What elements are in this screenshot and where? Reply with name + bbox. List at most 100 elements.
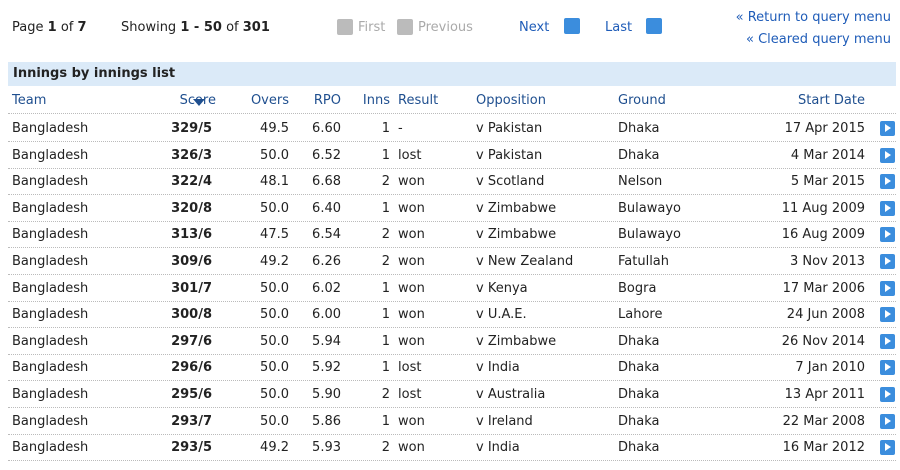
cell: 24 Jun 2008 [786,307,865,323]
link-text: Cleared query menu [758,32,891,47]
cell: 2 [381,227,390,243]
range: 1 - 50 [180,20,222,35]
cell: Bangladesh [12,333,89,349]
cell: 50.0 [260,387,289,402]
cell: 1 [381,307,390,323]
cell: 301/7 [171,280,212,296]
cell: - [398,121,403,136]
cell: 48.1 [260,174,289,190]
cell: 320/8 [171,200,212,216]
row-arrow[interactable] [880,280,895,296]
cell: 300/8 [171,307,212,323]
cleared-link[interactable]: « Cleared query menu [746,32,891,47]
cell: 50.0 [260,200,289,216]
cell: 50.0 [260,360,289,376]
cell: 1 [381,333,390,349]
cell: 6.02 [312,280,341,296]
column-header[interactable]: Overs [250,93,289,108]
column-header[interactable]: Inns [362,93,390,108]
row-line [8,433,896,435]
row-arrow[interactable] [880,440,895,456]
row-arrow[interactable] [880,387,895,402]
cell: lost [398,360,422,376]
cell: Dhaka [618,121,660,136]
cell: 5 Mar 2015 [790,174,865,190]
cell: v U.A.E. [476,307,527,323]
cell: 47.5 [260,227,289,243]
column-header[interactable]: Team [12,93,47,108]
row-line [8,274,896,275]
row-arrow[interactable] [880,227,895,243]
return-link[interactable]: « Return to query menu [735,10,891,25]
cell: Bangladesh [12,200,89,216]
row-line [8,113,896,114]
cell: won [398,174,425,190]
cell: 11 Aug 2009 [781,200,865,216]
cell: Bangladesh [12,307,89,323]
row-arrow[interactable] [880,200,895,216]
row-arrow[interactable] [880,413,895,429]
cell: won [398,254,425,269]
cell: 309/6 [171,254,212,269]
column-header[interactable]: RPO [313,93,341,108]
cell: Bangladesh [12,387,89,402]
cell: 6.60 [312,121,341,136]
label: of [226,20,239,35]
first-button[interactable]: First [358,20,386,35]
cell: v India [476,440,520,456]
cell: 7 Jan 2010 [795,360,865,376]
row-arrow[interactable] [880,254,895,269]
cell: v India [476,360,520,376]
row-arrow[interactable] [880,307,895,323]
cell: won [398,280,425,296]
cell: 1 [381,121,390,136]
next-icon [564,18,580,34]
cell: 2 [381,174,390,190]
row-arrow[interactable] [880,147,895,163]
cell: won [398,413,425,429]
cell: Bulawayo [618,227,681,243]
row-arrow[interactable] [880,360,895,376]
cell: v Pakistan [476,147,543,163]
row-line [8,460,896,462]
cell: 17 Apr 2015 [784,121,865,136]
cell: Bulawayo [618,200,681,216]
column-header[interactable]: Start Date [798,93,865,108]
cell: 5.90 [312,387,341,402]
row-line [8,141,896,142]
row-arrow[interactable] [880,174,895,190]
cell: 2 [381,387,390,402]
cell: lost [398,147,422,163]
cell: 5.86 [312,413,341,429]
cell: 26 Nov 2014 [781,333,865,349]
cell: Bangladesh [12,121,89,136]
cell: won [398,333,425,349]
label: Showing [121,20,177,35]
row-line [8,194,896,196]
column-header[interactable]: Result [398,93,439,108]
cell: 5.93 [312,440,341,456]
cell: 1 [381,360,390,376]
section-band [8,62,896,86]
cell: won [398,307,425,323]
cell: 322/4 [171,174,212,190]
cell: Bangladesh [12,413,89,429]
cell: 6.00 [312,307,341,323]
last-button[interactable]: Last [605,20,633,35]
cell: 313/6 [171,227,212,243]
row-line [8,300,896,302]
cell: 329/5 [171,121,212,136]
next-button[interactable]: Next [519,20,550,35]
cell: 17 Mar 2006 [782,280,865,296]
row-line [8,353,896,355]
page-count: 7 [77,20,87,35]
row-arrow[interactable] [880,333,895,349]
column-header[interactable]: Ground [618,93,666,108]
cell: 50.0 [260,280,289,296]
cell: v Pakistan [476,121,543,136]
row-arrow[interactable] [880,121,895,136]
cell: Dhaka [618,413,660,429]
previous-button[interactable]: Previous [418,20,473,35]
column-header[interactable]: Opposition [476,93,546,108]
